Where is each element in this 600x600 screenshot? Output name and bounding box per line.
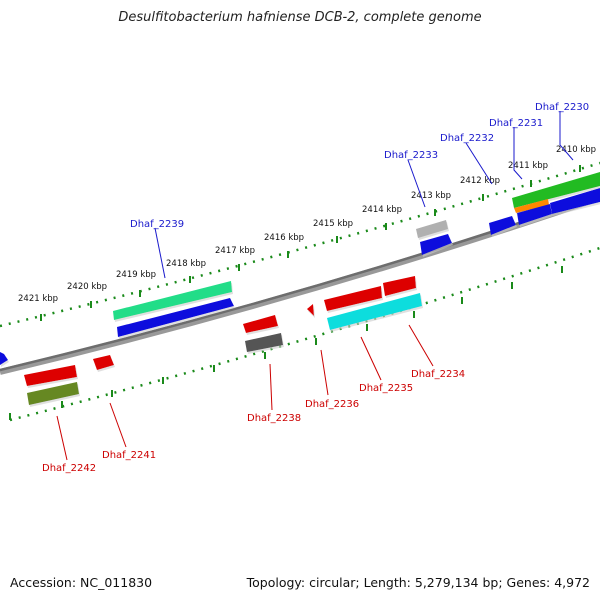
gene-label-dhaf-2241[interactable]: Dhaf_2241 <box>102 450 156 461</box>
gene-forward-blue-5[interactable] <box>117 298 234 337</box>
tick-label-2415: 2415 kbp <box>313 219 353 229</box>
tick-label-2414: 2414 kbp <box>362 205 402 215</box>
gene-label-dhaf-2238[interactable]: Dhaf_2238 <box>247 413 301 424</box>
gene-forward-green-1[interactable] <box>512 172 600 208</box>
tick-label-2418: 2418 kbp <box>166 259 206 269</box>
gene-reverse-olive[interactable] <box>27 382 79 405</box>
tick-label-2419: 2419 kbp <box>116 270 156 280</box>
tick-label-2413: 2413 kbp <box>411 191 451 201</box>
tick-label-2417: 2417 kbp <box>215 246 255 256</box>
gene-forward-blue-small[interactable] <box>0 352 8 365</box>
tick-label-2410: 2410 kbp <box>556 145 596 155</box>
gene-label-dhaf-2233[interactable]: Dhaf_2233 <box>384 150 438 161</box>
gene-forward-blue-2[interactable] <box>550 188 600 214</box>
tick-label-2411: 2411 kbp <box>508 161 548 171</box>
tick-label-2412: 2412 kbp <box>460 176 500 186</box>
gene-forward-blue-4[interactable] <box>420 234 452 255</box>
gene-forward-blue-3[interactable] <box>489 216 516 235</box>
gene-reverse-red-2[interactable] <box>324 286 382 311</box>
bottom-leader-lines <box>56 324 434 461</box>
gene-label-dhaf-2239[interactable]: Dhaf_2239 <box>130 219 184 230</box>
topology-text: Topology: circular; Length: 5,279,134 bp… <box>246 575 590 590</box>
gene-reverse-red-5[interactable] <box>93 355 114 370</box>
gene-label-dhaf-2242[interactable]: Dhaf_2242 <box>42 463 96 474</box>
gene-label-dhaf-2235[interactable]: Dhaf_2235 <box>359 383 413 394</box>
lower-major-ticks <box>9 266 563 420</box>
gene-label-dhaf-2231[interactable]: Dhaf_2231 <box>489 118 543 129</box>
gene-label-dhaf-2236[interactable]: Dhaf_2236 <box>305 399 359 410</box>
accession-text: Accession: NC_011830 <box>10 575 153 590</box>
gene-reverse-darkgray[interactable] <box>245 333 283 352</box>
upper-major-ticks <box>40 165 581 321</box>
tick-label-2420: 2420 kbp <box>67 282 107 292</box>
gene-label-dhaf-2234[interactable]: Dhaf_2234 <box>411 369 465 380</box>
gene-label-dhaf-2232[interactable]: Dhaf_2232 <box>440 133 494 144</box>
gene-forward-teal[interactable] <box>113 281 232 320</box>
gene-reverse-cyan[interactable] <box>327 293 422 330</box>
gene-forward-gray[interactable] <box>416 220 448 238</box>
gene-reverse-red-6[interactable] <box>24 365 77 386</box>
lower-scale-line <box>9 246 600 422</box>
tick-label-2421: 2421 kbp <box>18 294 58 304</box>
genome-backbone <box>0 195 600 375</box>
tick-label-2416: 2416 kbp <box>264 233 304 243</box>
page-title: Desulfitobacterium hafniense DCB-2, comp… <box>118 10 482 25</box>
gene-forward-orange[interactable] <box>514 199 549 213</box>
top-leader-lines <box>154 111 574 279</box>
gene-reverse-red-3[interactable] <box>307 304 314 316</box>
gene-label-dhaf-2230[interactable]: Dhaf_2230 <box>535 102 589 113</box>
gene-forward-blue-1[interactable] <box>517 204 552 225</box>
gene-reverse-red-1[interactable] <box>383 276 416 296</box>
gene-reverse-red-4[interactable] <box>243 315 278 333</box>
